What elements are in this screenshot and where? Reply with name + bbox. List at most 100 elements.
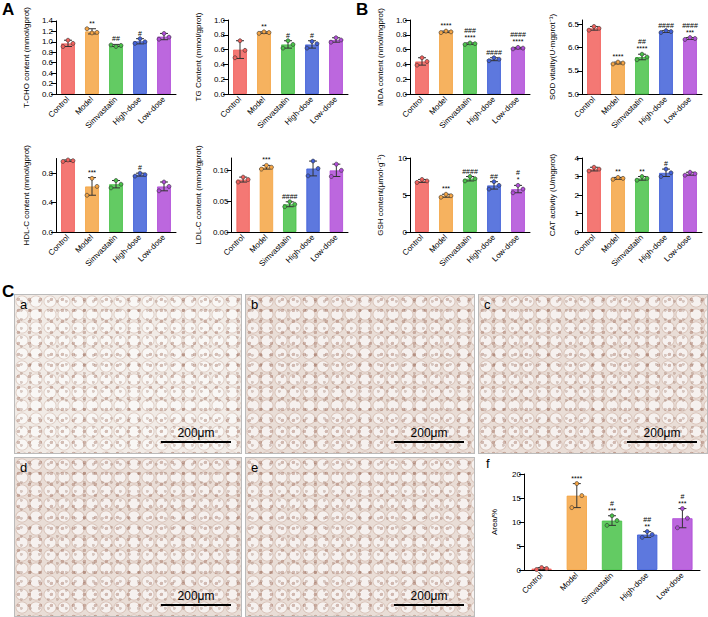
svg-text:#: # <box>664 160 668 167</box>
svg-text:1.0: 1.0 <box>396 16 408 25</box>
svg-text:0: 0 <box>575 228 580 237</box>
svg-text:#: # <box>138 30 142 37</box>
svg-text:GSH content(μmol·g⁻¹): GSH content(μmol·g⁻¹) <box>376 154 385 236</box>
svg-text:0.0: 0.0 <box>42 228 54 237</box>
svg-text:Control: Control <box>520 571 545 596</box>
svg-text:0.4: 0.4 <box>214 60 226 69</box>
svg-text:Model: Model <box>248 233 270 255</box>
svg-text:0.2: 0.2 <box>42 79 54 88</box>
svg-text:6.0: 6.0 <box>568 43 580 52</box>
svg-text:0.2: 0.2 <box>214 75 226 84</box>
svg-text:20: 20 <box>512 470 521 479</box>
svg-text:Low-dose: Low-dose <box>662 232 693 263</box>
svg-text:0: 0 <box>403 228 408 237</box>
svg-text:5.0: 5.0 <box>568 90 580 99</box>
svg-text:Low-dose: Low-dose <box>662 94 693 125</box>
svg-text:Simvastatin: Simvastatin <box>580 571 616 607</box>
svg-text:####: #### <box>682 22 698 29</box>
svg-text:****: **** <box>637 45 648 52</box>
svg-text:****: **** <box>571 475 582 482</box>
svg-text:2: 2 <box>575 191 580 200</box>
svg-text:**: ** <box>639 168 645 175</box>
svg-text:Model: Model <box>73 95 95 117</box>
svg-text:0.6: 0.6 <box>42 58 54 67</box>
svg-text:0.8: 0.8 <box>214 30 226 39</box>
svg-text:TG Content (mmol/gprot): TG Content (mmol/gprot) <box>194 12 203 101</box>
svg-text:***: *** <box>608 507 616 514</box>
svg-text:Control: Control <box>401 233 426 258</box>
svg-text:CAT activity (U/mgprot): CAT activity (U/mgprot) <box>548 153 557 236</box>
svg-text:Simvastatin: Simvastatin <box>438 95 474 131</box>
svg-text:**: ** <box>644 523 650 530</box>
svg-text:#: # <box>138 164 142 171</box>
svg-text:##: ## <box>112 35 120 42</box>
svg-text:15: 15 <box>512 494 521 503</box>
svg-text:0.0: 0.0 <box>396 90 408 99</box>
svg-text:Low-dose: Low-dose <box>490 94 521 125</box>
svg-text:Area/%: Area/% <box>490 509 499 535</box>
svg-text:1.0: 1.0 <box>214 16 226 25</box>
svg-text:0.10: 0.10 <box>213 166 229 175</box>
svg-text:1.2: 1.2 <box>42 27 54 36</box>
svg-text:Control: Control <box>573 95 598 120</box>
svg-text:****: **** <box>441 22 452 29</box>
svg-text:****: **** <box>465 34 476 41</box>
svg-text:****: **** <box>613 53 624 60</box>
svg-text:0.2: 0.2 <box>396 75 408 84</box>
svg-text:SOD vitality(U·mgprot⁻¹): SOD vitality(U·mgprot⁻¹) <box>548 14 557 100</box>
svg-text:Low-dose: Low-dose <box>136 94 167 125</box>
svg-text:####: #### <box>510 31 526 38</box>
svg-text:****: **** <box>513 38 524 45</box>
svg-text:0.4: 0.4 <box>42 198 54 207</box>
svg-text:##: ## <box>643 516 651 523</box>
svg-text:##: ## <box>490 173 498 180</box>
svg-text:#: # <box>310 32 314 39</box>
svg-text:Simvastatin: Simvastatin <box>438 233 474 269</box>
svg-text:0.8: 0.8 <box>42 48 54 57</box>
svg-text:Low-dose: Low-dose <box>490 232 521 263</box>
svg-text:**: ** <box>261 23 267 30</box>
svg-text:0.0: 0.0 <box>42 90 54 99</box>
svg-text:Control: Control <box>47 95 72 120</box>
svg-text:0.0: 0.0 <box>214 90 226 99</box>
svg-text:0: 0 <box>517 566 522 575</box>
svg-text:***: *** <box>678 500 686 507</box>
svg-text:###: ### <box>464 27 476 34</box>
svg-text:Simvastatin: Simvastatin <box>256 95 292 131</box>
svg-text:####: #### <box>658 22 674 29</box>
svg-text:Control: Control <box>573 233 598 258</box>
svg-text:0.6: 0.6 <box>396 45 408 54</box>
svg-text:LDL-C content (mmol/gprot): LDL-C content (mmol/gprot) <box>194 145 203 244</box>
svg-text:#: # <box>610 500 614 507</box>
svg-text:3: 3 <box>575 172 580 181</box>
svg-text:Model: Model <box>427 95 449 117</box>
svg-text:Control: Control <box>47 233 72 258</box>
svg-text:High-dose: High-dose <box>618 570 650 602</box>
svg-text:####: #### <box>462 168 478 175</box>
svg-text:Simvastatin: Simvastatin <box>610 95 646 131</box>
svg-text:#: # <box>680 493 684 500</box>
svg-text:5: 5 <box>517 542 522 551</box>
svg-text:#: # <box>286 32 290 39</box>
svg-text:Simvastatin: Simvastatin <box>84 95 120 131</box>
svg-text:1.0: 1.0 <box>42 37 54 46</box>
svg-text:Low-dose: Low-dose <box>309 232 340 263</box>
svg-text:0.00: 0.00 <box>213 228 229 237</box>
svg-text:Low-dose: Low-dose <box>136 232 167 263</box>
svg-text:**: ** <box>615 168 621 175</box>
svg-text:####: #### <box>282 193 298 200</box>
svg-text:0.4: 0.4 <box>42 69 54 78</box>
svg-text:0.05: 0.05 <box>213 197 229 206</box>
svg-text:***: *** <box>686 29 694 36</box>
svg-text:10: 10 <box>398 154 407 163</box>
svg-text:5: 5 <box>403 191 408 200</box>
svg-text:0.8: 0.8 <box>42 169 54 178</box>
svg-text:Model: Model <box>599 233 621 255</box>
svg-text:Model: Model <box>599 95 621 117</box>
svg-text:Simvastatin: Simvastatin <box>84 233 120 269</box>
svg-text:6.5: 6.5 <box>568 20 580 29</box>
svg-text:Model: Model <box>427 233 449 255</box>
svg-text:Model: Model <box>245 95 267 117</box>
svg-text:1.4: 1.4 <box>42 16 54 25</box>
svg-text:5.5: 5.5 <box>568 66 580 75</box>
